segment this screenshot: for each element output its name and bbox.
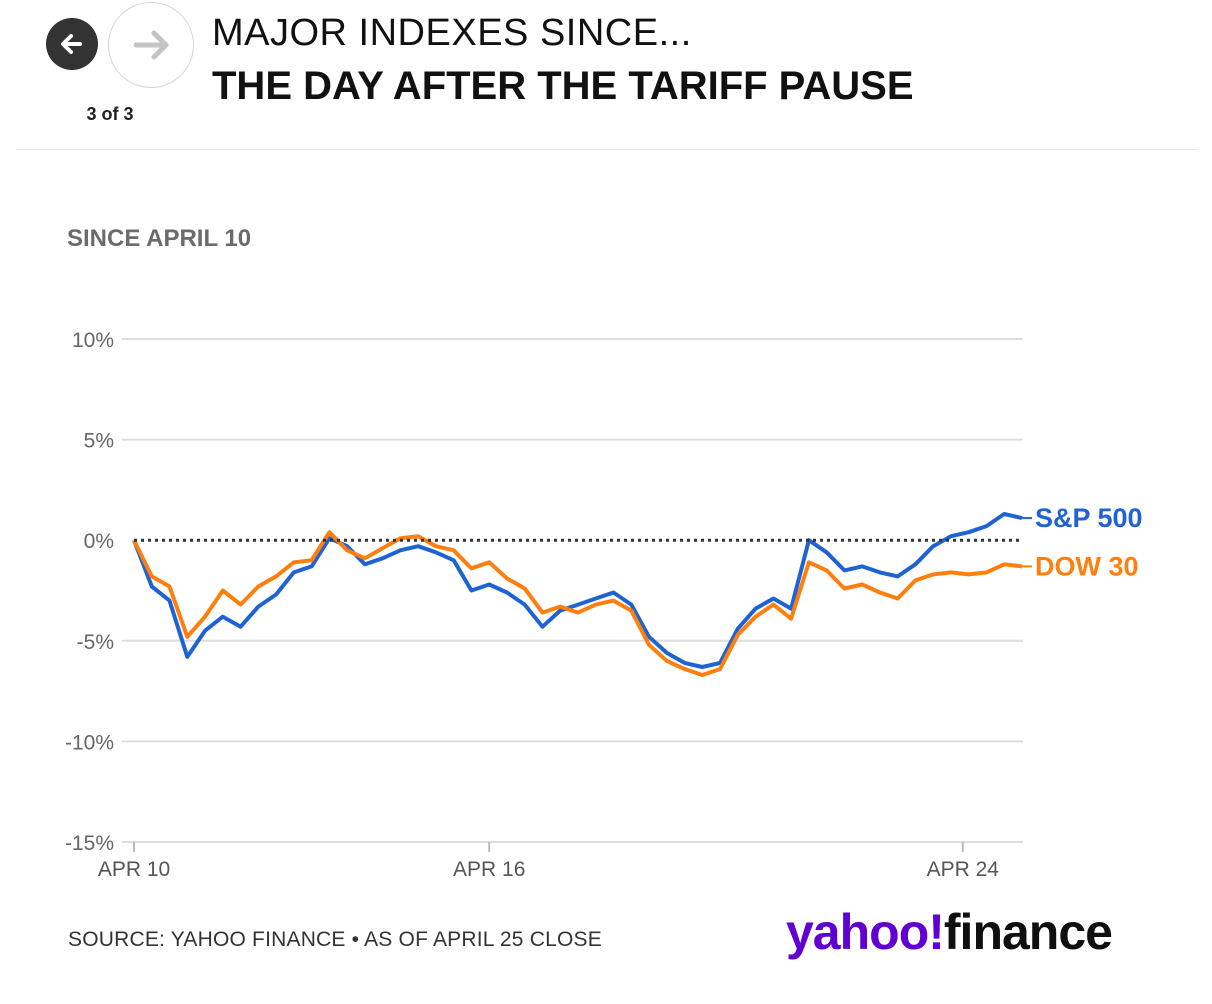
yahoo-finance-logo: yahoo!finance	[786, 903, 1113, 961]
slide-counter: 3 of 3	[86, 104, 134, 124]
arrow-right-icon	[133, 30, 169, 60]
source-note: SOURCE: YAHOO FINANCE • AS OF APRIL 25 C…	[68, 928, 602, 951]
forward-button[interactable]	[108, 2, 194, 88]
arrow-left-icon	[61, 34, 82, 54]
s-p-500-line	[132, 512, 1023, 669]
x-tick-label: APR 24	[927, 858, 1000, 881]
series-label: S&P 500	[1035, 503, 1143, 533]
y-tick-label: -5%	[77, 631, 114, 654]
logo-mark: !	[928, 904, 945, 960]
y-tick-label: -10%	[65, 731, 114, 754]
series-label: DOW 30	[1035, 551, 1139, 581]
back-button[interactable]	[46, 18, 98, 70]
y-tick-label: -15%	[65, 832, 114, 855]
logo-finance: finance	[943, 904, 1113, 960]
header-kicker: MAJOR INDEXES SINCE...	[212, 12, 692, 54]
y-tick-label: 5%	[84, 430, 114, 453]
x-tick-label: APR 10	[98, 858, 170, 881]
y-tick-label: 10%	[72, 329, 114, 352]
logo-yahoo: yahoo	[786, 904, 929, 960]
header-divider	[16, 149, 1198, 150]
x-tick-label: APR 16	[453, 858, 525, 881]
chart-subtitle: SINCE APRIL 10	[67, 225, 252, 252]
y-tick-label: 0%	[84, 530, 114, 553]
page-title: THE DAY AFTER THE TARIFF PAUSE	[212, 64, 914, 108]
dow-30-line	[132, 530, 1023, 677]
